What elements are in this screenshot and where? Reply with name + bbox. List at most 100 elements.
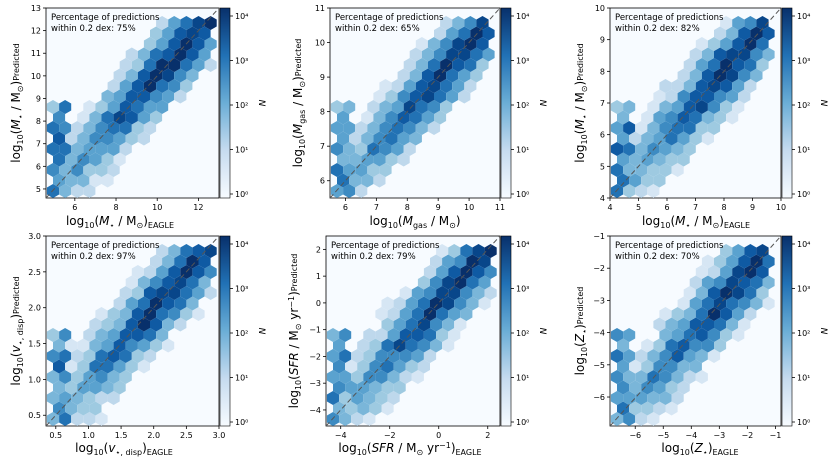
- hexbin-cell: [107, 307, 120, 321]
- hexbin-cell: [71, 142, 84, 156]
- hexbin-cell: [150, 338, 163, 353]
- y-tick-label: 10: [31, 72, 41, 81]
- hexbin-cell: [101, 110, 114, 125]
- hexbin-cell: [732, 328, 745, 342]
- hexbin-cell: [77, 173, 90, 188]
- hexbin-cell: [720, 286, 733, 300]
- y-tick-label: −2: [593, 264, 605, 273]
- y-ticks: −6 −5 −4 −3 −2 −1: [593, 232, 610, 402]
- hexbin-cell: [113, 131, 126, 146]
- hexbin-cell: [381, 296, 394, 311]
- hexbin-cell: [53, 359, 66, 374]
- hexbin-cell: [405, 317, 418, 332]
- hexbin-cell: [156, 16, 169, 30]
- hexbin-cell: [339, 370, 352, 384]
- hexbin-cell: [701, 254, 714, 269]
- hexbin-cell: [714, 275, 727, 290]
- hexbin-cell: [417, 317, 430, 332]
- hexbin-cell: [330, 163, 344, 177]
- hexbin-cell: [466, 296, 479, 311]
- y-tick-label: 11: [31, 49, 41, 58]
- hexbin-cell: [665, 89, 678, 104]
- hexbin-cell: [343, 184, 356, 198]
- hexbin-cell: [83, 328, 96, 342]
- hexbin-cell: [689, 47, 702, 62]
- y-tick-label: 12: [31, 27, 41, 36]
- y-tick-label: 0.5: [28, 411, 41, 420]
- hexbin-cell: [204, 244, 217, 258]
- x-tick-label: 5: [636, 203, 641, 212]
- hexbin-cell: [714, 317, 727, 332]
- y-tick-label: 7: [320, 142, 325, 151]
- hexbin-cell: [659, 163, 672, 177]
- colorbar-ticks: 10⁰ 10¹ 10² 10³ 10⁴: [792, 240, 810, 427]
- hexbin-cell: [131, 349, 144, 363]
- hexbin-cell: [95, 349, 108, 363]
- hexbin-cell: [343, 100, 356, 114]
- x-tick-label: 12: [193, 203, 203, 212]
- hexbin-cell: [137, 131, 150, 146]
- hexbin-cell: [695, 79, 708, 93]
- hexbin-cell: [714, 338, 727, 353]
- hexbin-cell: [452, 16, 465, 30]
- hexbin-cells: [46, 16, 217, 198]
- colorbar-tick-label: 10³: [235, 57, 248, 66]
- hexbin-cell: [635, 370, 648, 384]
- y-tick-label: −6: [593, 393, 605, 402]
- hexbin-cell: [683, 328, 696, 342]
- hexbin-cell: [460, 244, 473, 258]
- hexbin-cell: [101, 317, 114, 332]
- hexbin-cell: [143, 58, 157, 72]
- colorbar-tick-label: 10³: [797, 285, 810, 294]
- hexbin-cell: [671, 121, 684, 135]
- hexbin-cell: [617, 359, 630, 374]
- hexbin-cell: [726, 47, 739, 62]
- hexbin-cell: [46, 328, 60, 342]
- hexbin-cell: [125, 338, 138, 353]
- colorbar: [219, 235, 231, 427]
- y-tick-label: −4: [593, 329, 605, 338]
- hexbin-cell: [89, 401, 102, 416]
- hexbin-cell: [623, 412, 636, 426]
- hexbin-cell: [192, 37, 205, 51]
- hexbin-cell: [101, 173, 114, 188]
- hexbin-cell: [345, 359, 358, 374]
- hexbin-cell: [393, 317, 406, 332]
- hexbin-cell: [113, 380, 126, 395]
- hexbin-cell: [677, 317, 690, 332]
- hexbin-cell: [671, 163, 684, 177]
- hexbin-cell: [671, 328, 684, 342]
- colorbar-ticks: 10⁰ 10¹ 10² 10³ 10⁴: [792, 12, 810, 199]
- hexbin-cell: [83, 370, 96, 384]
- hexbin-cell: [71, 184, 84, 198]
- hexbin-cell: [162, 296, 175, 311]
- y-tick-label: 7: [600, 99, 605, 108]
- hexbin-cell: [46, 370, 60, 384]
- hexbin-cell: [71, 370, 84, 384]
- x-tick-label: 7: [693, 203, 698, 212]
- hexbin-cell: [732, 37, 745, 51]
- hexbin-cell: [349, 173, 362, 188]
- hexbin-cell: [738, 317, 751, 332]
- hexbin-cell: [150, 68, 163, 83]
- hexbin-cell: [59, 142, 72, 156]
- hexbin-cell: [470, 26, 483, 41]
- hexbin-cell: [345, 380, 358, 395]
- annotation-line-1: Percentage of predictions: [335, 13, 444, 23]
- hexbin-cell: [683, 286, 696, 300]
- colorbar-tick-label: 10¹: [516, 146, 529, 155]
- hexbin-cell: [373, 110, 386, 125]
- y-tick-label: 2: [316, 245, 321, 254]
- hexbin-cell: [421, 47, 434, 62]
- hexbin-cell: [635, 121, 648, 135]
- hexbin-cell: [101, 131, 114, 146]
- hexbin-cell: [454, 317, 467, 332]
- hexbin-cell: [647, 121, 660, 135]
- hexbin-cell: [689, 296, 702, 311]
- hexbin-cell: [665, 110, 678, 125]
- hexbin-cell: [355, 184, 368, 198]
- hexbin-cell: [659, 370, 672, 384]
- x-axis-label: log10(Mgas / M⊙): [369, 214, 460, 230]
- hexbin-cell: [393, 359, 406, 374]
- colorbar-tick-label: 10³: [516, 57, 529, 66]
